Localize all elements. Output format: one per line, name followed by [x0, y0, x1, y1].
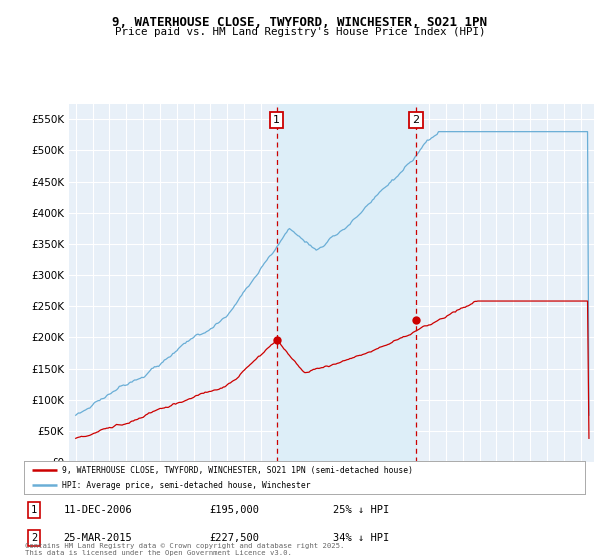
Text: 25-MAR-2015: 25-MAR-2015 — [63, 533, 132, 543]
Text: 9, WATERHOUSE CLOSE, TWYFORD, WINCHESTER, SO21 1PN (semi-detached house): 9, WATERHOUSE CLOSE, TWYFORD, WINCHESTER… — [62, 466, 413, 475]
Text: 1: 1 — [31, 505, 37, 515]
Text: 2: 2 — [413, 115, 420, 125]
Text: Price paid vs. HM Land Registry's House Price Index (HPI): Price paid vs. HM Land Registry's House … — [115, 27, 485, 37]
Text: 25% ↓ HPI: 25% ↓ HPI — [332, 505, 389, 515]
Text: 34% ↓ HPI: 34% ↓ HPI — [332, 533, 389, 543]
Text: 9, WATERHOUSE CLOSE, TWYFORD, WINCHESTER, SO21 1PN: 9, WATERHOUSE CLOSE, TWYFORD, WINCHESTER… — [113, 16, 487, 29]
Text: HPI: Average price, semi-detached house, Winchester: HPI: Average price, semi-detached house,… — [62, 480, 311, 489]
Text: 1: 1 — [273, 115, 280, 125]
Text: 2: 2 — [31, 533, 37, 543]
Text: 11-DEC-2006: 11-DEC-2006 — [63, 505, 132, 515]
Text: Contains HM Land Registry data © Crown copyright and database right 2025.
This d: Contains HM Land Registry data © Crown c… — [25, 543, 344, 556]
Text: £227,500: £227,500 — [209, 533, 259, 543]
Bar — [277, 104, 416, 462]
Text: £195,000: £195,000 — [209, 505, 259, 515]
